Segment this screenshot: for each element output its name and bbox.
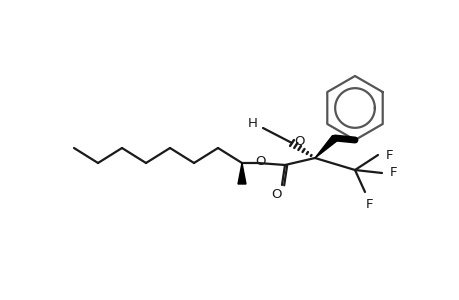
Text: O: O <box>294 134 305 148</box>
Text: O: O <box>271 188 282 202</box>
Text: F: F <box>386 148 393 161</box>
Polygon shape <box>314 136 337 158</box>
Polygon shape <box>237 163 246 184</box>
Text: H: H <box>247 116 257 130</box>
Text: F: F <box>389 167 397 179</box>
Text: F: F <box>365 197 373 211</box>
Text: O: O <box>255 154 266 167</box>
